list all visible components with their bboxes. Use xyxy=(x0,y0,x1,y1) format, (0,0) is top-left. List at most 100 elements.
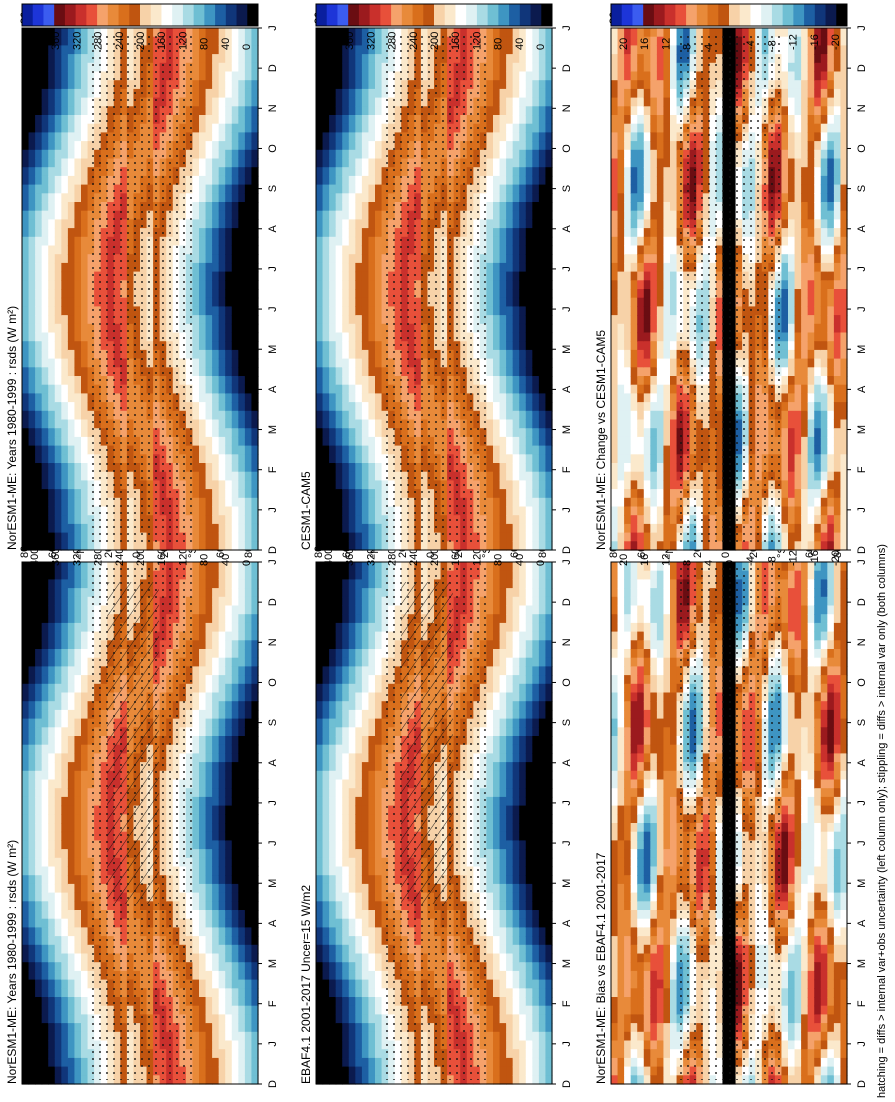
heatmap-cell xyxy=(205,901,213,911)
heatmap-cell xyxy=(493,831,501,841)
heatmap-cell xyxy=(348,814,356,824)
heatmap-cell xyxy=(61,692,69,702)
heatmap-cell xyxy=(519,753,527,763)
heatmap-cell xyxy=(335,753,343,763)
heatmap-cell xyxy=(35,997,43,1007)
heatmap-cell xyxy=(244,605,253,615)
heatmap-cell xyxy=(348,901,356,911)
heatmap-cell xyxy=(630,805,638,815)
heatmap-cell xyxy=(499,918,507,928)
heatmap-cell xyxy=(545,1057,553,1068)
heatmap-cell xyxy=(41,866,49,876)
heatmap-cell xyxy=(244,675,253,685)
heatmap-cell xyxy=(48,622,56,633)
heatmap-cell xyxy=(493,1040,501,1050)
heatmap-cell xyxy=(22,753,30,763)
heatmap-cell xyxy=(637,857,645,868)
heatmap-cell xyxy=(643,1075,651,1085)
heatmap-cell xyxy=(650,1075,658,1085)
heatmap-cell xyxy=(650,701,658,711)
heatmap-cell xyxy=(225,962,233,972)
heatmap-cell xyxy=(506,692,514,702)
heatmap-cell xyxy=(486,1040,494,1050)
month-label: F xyxy=(267,1000,279,1007)
heatmap-cell xyxy=(375,709,383,720)
heatmap-cell xyxy=(493,692,501,702)
heatmap-cell xyxy=(67,753,76,763)
heatmap-cell xyxy=(519,970,527,981)
heatmap-cell xyxy=(225,736,233,746)
heatmap-cell xyxy=(225,709,233,720)
heatmap-cell xyxy=(48,1049,56,1059)
heatmap-cell xyxy=(41,788,49,798)
heatmap-cell xyxy=(486,831,494,841)
heatmap-cell xyxy=(67,675,76,685)
heatmap-cell xyxy=(74,1075,82,1085)
heatmap-cell xyxy=(329,588,337,598)
heatmap-cell xyxy=(493,579,501,589)
heatmap-cell xyxy=(525,1005,533,1015)
heatmap-cell xyxy=(519,805,527,815)
heatmap-cell xyxy=(643,823,651,833)
heatmap-cell xyxy=(225,640,233,650)
heatmap-cell xyxy=(361,831,370,841)
heatmap-cell xyxy=(218,570,226,580)
heatmap-cell xyxy=(28,962,36,972)
heatmap-cell xyxy=(212,596,220,607)
heatmap-cell xyxy=(74,692,82,702)
heatmap-cell xyxy=(342,997,350,1007)
heatmap-cell xyxy=(192,962,200,972)
heatmap-cell xyxy=(630,631,638,641)
heatmap-cell xyxy=(486,770,494,781)
heatmap-cell xyxy=(643,1057,651,1068)
heatmap-cell xyxy=(499,736,507,746)
heatmap-cell xyxy=(67,857,76,868)
heatmap-cell xyxy=(81,562,89,572)
heatmap-cell xyxy=(28,814,36,824)
heatmap-cell xyxy=(656,579,665,589)
heatmap-cell xyxy=(251,762,259,772)
heatmap-cell xyxy=(212,796,220,807)
heatmap-cell xyxy=(28,823,36,833)
heatmap-cell xyxy=(205,709,213,720)
heatmap-cell xyxy=(205,866,213,876)
heatmap-cell xyxy=(205,753,213,763)
heatmap-cell xyxy=(238,579,246,589)
heatmap-cell xyxy=(244,988,253,998)
heatmap-cell xyxy=(218,718,226,728)
heatmap-cell xyxy=(624,918,632,928)
heatmap-cell xyxy=(538,788,547,798)
heatmap-cell xyxy=(22,988,30,998)
heatmap-cell xyxy=(348,596,356,607)
heatmap-cell xyxy=(630,953,638,963)
heatmap-cell xyxy=(35,857,43,868)
heatmap-cell xyxy=(532,779,540,789)
heatmap-cell xyxy=(192,675,200,685)
heatmap-cell xyxy=(22,588,30,598)
heatmap-cell xyxy=(199,614,207,624)
heatmap-cell xyxy=(225,588,233,598)
colorbar-label: 200 xyxy=(429,548,441,566)
heatmap-cell xyxy=(335,805,343,815)
heatmap-cell xyxy=(519,1031,527,1042)
heatmap-cell xyxy=(41,805,49,815)
heatmap-cell xyxy=(368,675,376,685)
heatmap-cell xyxy=(54,997,62,1007)
heatmap-cell xyxy=(212,727,220,737)
heatmap-cell xyxy=(238,649,246,659)
heatmap-cell xyxy=(348,640,356,650)
heatmap-cell xyxy=(368,849,376,859)
heatmap-cell xyxy=(238,1057,246,1068)
heatmap-cell xyxy=(225,605,233,615)
heatmap-cell xyxy=(28,910,36,920)
heatmap-cell xyxy=(54,892,62,902)
heatmap-cell xyxy=(538,596,547,607)
heatmap-cell xyxy=(205,849,213,859)
heatmap-cell xyxy=(650,683,658,694)
heatmap-cell xyxy=(538,936,547,946)
heatmap-cell xyxy=(329,805,337,815)
heatmap-cell xyxy=(342,666,350,676)
heatmap-cell xyxy=(54,588,62,598)
heatmap-cell xyxy=(630,927,638,937)
month-label: J xyxy=(267,559,279,565)
